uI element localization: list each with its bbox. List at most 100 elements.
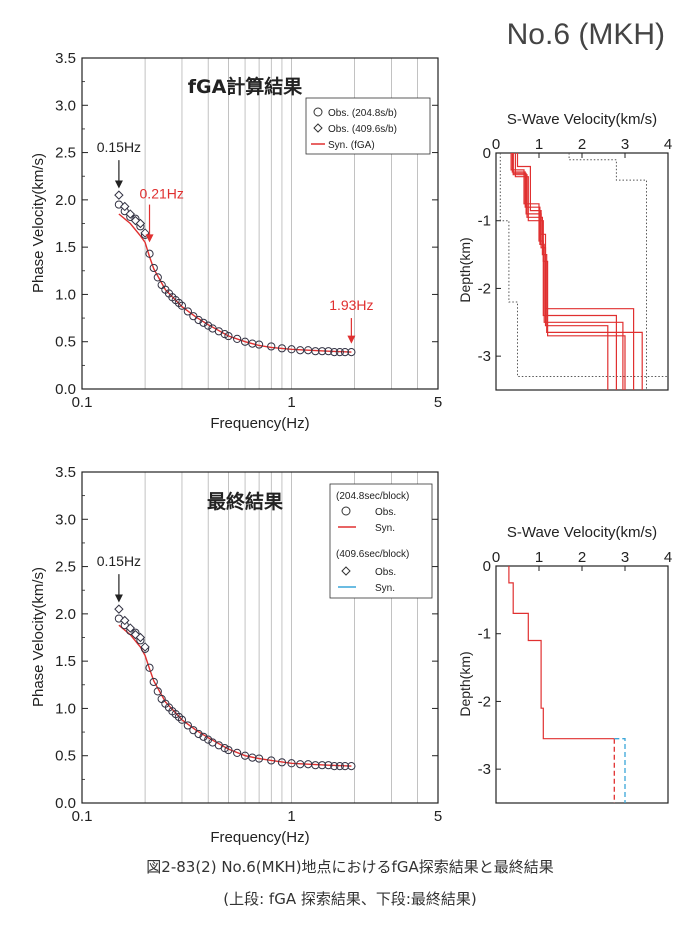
- top-profile-ticks: 0 1 2 3 4 0 -1 -2 -3: [478, 136, 673, 365]
- obs-point-circle: [330, 348, 339, 357]
- obs-point-circle: [267, 756, 276, 765]
- velocity-model-line: [499, 153, 668, 377]
- legend-circle-marker: [313, 107, 323, 117]
- obs-point-circle: [335, 348, 344, 357]
- y-tick-label: 1.5: [55, 239, 76, 256]
- velocity-model-line: [510, 153, 617, 390]
- y-tick-label: 3.0: [55, 97, 76, 114]
- obs-point-circle: [296, 346, 305, 355]
- obs-point-circle: [153, 687, 162, 696]
- obs-point-circle: [189, 312, 198, 321]
- x-tick-label: 1: [287, 808, 295, 825]
- obs-point-circle: [254, 340, 264, 349]
- obs-point-circle: [145, 663, 154, 672]
- velocity-model-line: [568, 153, 647, 390]
- x-tick-label: 5: [434, 808, 442, 825]
- obs-point-circle: [189, 726, 198, 735]
- legend-group2-syn: Syn.: [375, 583, 395, 594]
- obs-point-circle: [199, 732, 208, 741]
- legend-obs-409: Obs. (409.6s/b): [328, 124, 397, 135]
- velocity-model-line: [516, 153, 635, 390]
- x-tick-label: 4: [664, 549, 672, 566]
- y-tick-label: 2.0: [55, 606, 76, 623]
- bottom-profile-data: [508, 566, 626, 803]
- obs-point-diamond: [114, 190, 124, 200]
- x-tick-label: 2: [578, 136, 586, 153]
- y-tick-label: -3: [478, 348, 491, 365]
- x-tick-label: 2: [578, 549, 586, 566]
- x-tick-label: 1: [535, 136, 543, 153]
- y-tick-label: 1.5: [55, 653, 76, 670]
- velocity-model-line: [514, 153, 626, 390]
- obs-point-circle: [267, 342, 276, 351]
- obs-point-diamond: [140, 642, 150, 652]
- obs-point-circle: [240, 751, 250, 760]
- y-tick-label: 3.0: [55, 511, 76, 528]
- top-dispersion-annotations: 0.15Hz 0.21Hz 1.93Hz: [97, 139, 374, 344]
- y-tick-label: 0.0: [55, 381, 76, 398]
- velocity-model-line: [508, 566, 615, 740]
- y-tick-label: 0.0: [55, 795, 76, 812]
- velocity-model-line: [614, 738, 626, 803]
- bottom-dispersion-legend-box: [329, 483, 433, 599]
- obs-point-circle: [233, 748, 242, 757]
- y-tick-label: 2.5: [55, 559, 76, 576]
- y-tick-label: 2.5: [55, 145, 76, 162]
- bottom-dispersion-annotations: 0.15Hz: [97, 553, 141, 603]
- top-dispersion-ylabel: Phase Velocity(km/s): [30, 153, 47, 293]
- bottom-dispersion-legend: (204.8sec/block) Obs. Syn. (409.6sec/blo…: [329, 483, 433, 599]
- obs-point-circle: [145, 249, 154, 258]
- obs-point-circle: [153, 273, 162, 282]
- y-tick-label: 0.5: [55, 334, 76, 351]
- obs-point-circle: [199, 318, 208, 327]
- bottom-profile-ticks: 0 1 2 3 4 0 -1 -2 -3: [478, 549, 673, 778]
- x-tick-label: 0.1: [72, 808, 93, 825]
- y-tick-label: 1.0: [55, 700, 76, 717]
- obs-point-circle: [347, 762, 356, 771]
- annotation-label: 0.21Hz: [140, 186, 184, 202]
- site-title: No.6 (MKH): [507, 18, 665, 51]
- obs-point-circle: [204, 321, 213, 330]
- y-tick-label: -2: [478, 280, 491, 297]
- obs-point-circle: [194, 315, 203, 325]
- obs-point-circle: [287, 759, 296, 768]
- obs-point-circle: [277, 344, 287, 353]
- obs-point-circle: [287, 345, 296, 354]
- top-dispersion-title: fGA計算結果: [188, 75, 303, 98]
- bottom-profile-plot-frame: [495, 565, 669, 804]
- obs-point-circle: [254, 754, 264, 763]
- obs-point-diamond: [125, 209, 135, 219]
- obs-point-circle: [177, 301, 187, 310]
- y-tick-label: -3: [478, 761, 491, 778]
- obs-point-diamond: [135, 632, 146, 643]
- obs-point-circle: [240, 337, 250, 346]
- legend-group2-heading: (409.6sec/block): [336, 549, 409, 560]
- obs-point-circle: [340, 348, 350, 357]
- obs-point-circle: [177, 715, 187, 724]
- top-dispersion-chart: 0.0 0.5 1.0 1.5 2.0 2.5 3.0 3.5 0.1 1 5 0.15Hz 0.21…: [30, 50, 442, 432]
- x-tick-label: 5: [434, 394, 442, 411]
- legend-group1-syn: Syn.: [375, 523, 395, 534]
- obs-point-diamond: [125, 623, 135, 633]
- x-tick-label: 3: [621, 136, 629, 153]
- annotation-label: 1.93Hz: [329, 297, 373, 313]
- obs-point-circle: [318, 347, 327, 356]
- y-tick-label: -1: [478, 213, 491, 230]
- annotation-arrow-head: [114, 180, 123, 189]
- annotation-arrow-head: [145, 234, 154, 243]
- obs-point-circle: [340, 762, 350, 771]
- obs-point-circle: [204, 735, 213, 744]
- synthetic-curve: [118, 213, 352, 353]
- obs-point-circle: [224, 745, 233, 755]
- obs-point-circle: [324, 761, 333, 770]
- y-tick-label: 3.5: [55, 464, 76, 481]
- obs-point-circle: [277, 758, 287, 767]
- y-tick-label: -2: [478, 693, 491, 710]
- y-tick-label: 3.5: [55, 50, 76, 67]
- bottom-dispersion-xlabel: Frequency(Hz): [210, 829, 309, 846]
- legend-group1-heading: (204.8sec/block): [336, 491, 409, 502]
- bottom-dispersion-ylabel: Phase Velocity(km/s): [30, 567, 47, 707]
- obs-point-circle: [347, 348, 356, 357]
- y-tick-label: 0: [483, 558, 491, 575]
- obs-point-circle: [224, 331, 233, 341]
